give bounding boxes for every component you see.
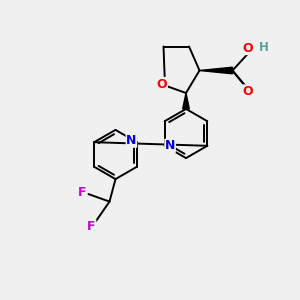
Text: N: N [165, 139, 175, 152]
Text: O: O [157, 77, 167, 91]
Polygon shape [200, 67, 232, 74]
Text: F: F [78, 186, 86, 199]
Text: O: O [243, 85, 254, 98]
Polygon shape [183, 93, 189, 109]
Text: H: H [259, 40, 269, 54]
Text: N: N [126, 134, 136, 147]
Text: O: O [242, 41, 253, 55]
Text: F: F [87, 220, 96, 233]
